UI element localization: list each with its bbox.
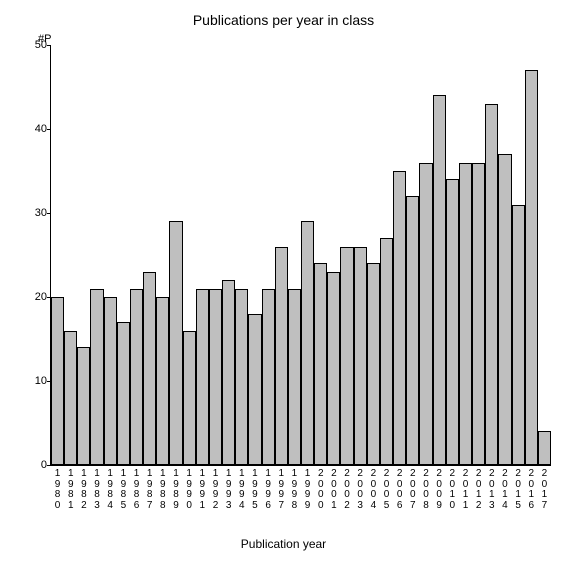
y-tick-mark: [47, 129, 51, 130]
bar: [64, 331, 77, 465]
bar: [288, 289, 301, 465]
x-tick-label: 1993: [224, 469, 234, 511]
bar: [222, 280, 235, 465]
x-tick-label: 1994: [237, 469, 247, 511]
bar: [406, 196, 419, 465]
x-tick-label: 1991: [197, 469, 207, 511]
y-tick-mark: [47, 381, 51, 382]
x-tick-label: 1984: [105, 469, 115, 511]
x-tick-label: 2013: [487, 469, 497, 511]
bar: [327, 272, 340, 465]
x-tick-label: 2012: [474, 469, 484, 511]
bar: [183, 331, 196, 465]
bar: [354, 247, 367, 465]
bar: [51, 297, 64, 465]
x-tick-label: 2001: [329, 469, 339, 511]
bar: [538, 431, 551, 465]
x-tick-label: 1999: [303, 469, 313, 511]
x-tick-label: 1998: [289, 469, 299, 511]
y-tick-label: 30: [21, 207, 47, 219]
x-tick-label: 1985: [118, 469, 128, 511]
bar: [367, 263, 380, 465]
x-tick-label: 1992: [210, 469, 220, 511]
bar: [130, 289, 143, 465]
bar: [459, 163, 472, 465]
y-tick-mark: [47, 297, 51, 298]
bar: [209, 289, 222, 465]
bars-group: [51, 45, 551, 465]
x-tick-label: 1981: [66, 469, 76, 511]
chart-title: Publications per year in class: [0, 12, 567, 28]
bar: [104, 297, 117, 465]
x-tick-label: 1995: [250, 469, 260, 511]
bar: [77, 347, 90, 465]
y-tick-mark: [47, 45, 51, 46]
bar: [419, 163, 432, 465]
x-tick-label: 2002: [342, 469, 352, 511]
x-tick-label: 2007: [408, 469, 418, 511]
bar: [235, 289, 248, 465]
x-tick-label: 1987: [145, 469, 155, 511]
x-axis-label: Publication year: [0, 537, 567, 551]
x-tick-label: 1989: [171, 469, 181, 511]
x-tick-label: 1997: [276, 469, 286, 511]
x-tick-label: 2009: [434, 469, 444, 511]
x-tick-label: 2000: [316, 469, 326, 511]
bar: [380, 238, 393, 465]
x-tick-label: 1986: [132, 469, 142, 511]
bar: [156, 297, 169, 465]
bar: [262, 289, 275, 465]
y-tick-label: 0: [21, 459, 47, 471]
bar: [275, 247, 288, 465]
y-tick-label: 10: [21, 375, 47, 387]
x-tick-label: 1983: [92, 469, 102, 511]
x-tick-label: 1996: [263, 469, 273, 511]
x-tick-label: 1982: [79, 469, 89, 511]
bar: [512, 205, 525, 465]
bar: [196, 289, 209, 465]
x-tick-label: 2005: [382, 469, 392, 511]
x-tick-label: 2010: [447, 469, 457, 511]
y-tick-label: 20: [21, 291, 47, 303]
x-tick-label: 2006: [395, 469, 405, 511]
x-tick-label: 2004: [368, 469, 378, 511]
x-tick-label: 2011: [460, 469, 470, 511]
bar: [248, 314, 261, 465]
x-tick-label: 1980: [53, 469, 63, 511]
bar: [525, 70, 538, 465]
x-tick-label: 2003: [355, 469, 365, 511]
x-tick-label: 2017: [539, 469, 549, 511]
bar: [90, 289, 103, 465]
bar: [433, 95, 446, 465]
plot-area: 0102030405019801981198219831984198519861…: [50, 45, 551, 466]
bar: [498, 154, 511, 465]
chart-container: Publications per year in class #P 010203…: [0, 0, 567, 567]
x-tick-label: 1990: [184, 469, 194, 511]
bar: [117, 322, 130, 465]
x-tick-label: 2016: [526, 469, 536, 511]
y-tick-label: 50: [21, 39, 47, 51]
x-tick-label: 2008: [421, 469, 431, 511]
bar: [472, 163, 485, 465]
bar: [485, 104, 498, 465]
bar: [314, 263, 327, 465]
bar: [143, 272, 156, 465]
x-tick-label: 1988: [158, 469, 168, 511]
x-tick-label: 2015: [513, 469, 523, 511]
y-tick-label: 40: [21, 123, 47, 135]
y-tick-mark: [47, 213, 51, 214]
bar: [393, 171, 406, 465]
bar: [446, 179, 459, 465]
y-tick-mark: [47, 465, 51, 466]
bar: [169, 221, 182, 465]
bar: [301, 221, 314, 465]
x-tick-label: 2014: [500, 469, 510, 511]
bar: [340, 247, 353, 465]
